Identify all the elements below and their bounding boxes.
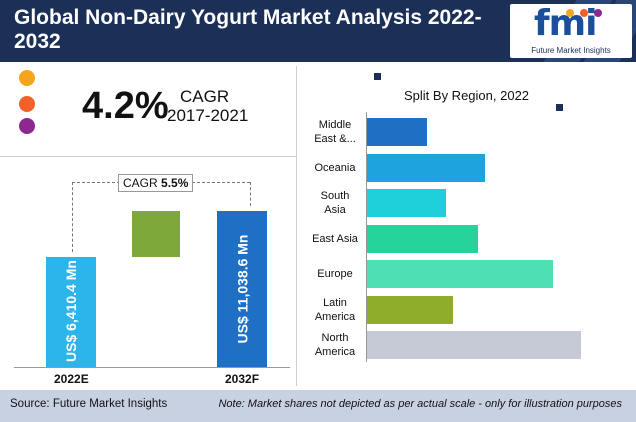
divider-vertical xyxy=(296,66,297,386)
region-label-line: Europe xyxy=(317,268,353,280)
region-label: Latin America xyxy=(304,296,366,324)
logo-tagline: Future Market Insights xyxy=(531,46,611,55)
decor-square xyxy=(556,104,563,111)
legend-dot-orange xyxy=(19,70,35,86)
forecast-cagr-box: CAGR 5.5% xyxy=(118,174,194,192)
region-label-line: Asia xyxy=(324,204,346,216)
logo-mark: fmi xyxy=(534,3,598,44)
region-bar xyxy=(367,331,581,359)
region-label: South Asia xyxy=(304,189,366,217)
region-label-line: South xyxy=(320,190,350,202)
legend-dot-red xyxy=(19,96,35,112)
region-label-line: Middle xyxy=(318,119,352,131)
cagr-value: 4.2% xyxy=(82,85,169,127)
region-label-line: Oceania xyxy=(314,161,356,174)
bar-increment xyxy=(132,211,180,257)
cagr-bracket-right xyxy=(250,182,251,206)
footer-source: Source: Future Market Insights xyxy=(10,398,168,410)
divider-horizontal xyxy=(0,156,296,157)
bar-2032: US$ 11,038.6 Mn xyxy=(217,211,267,367)
region-label-line: America xyxy=(314,346,356,358)
footer-note: Note: Market shares not depicted as per … xyxy=(218,398,622,410)
cagr-period: 2017-2021 xyxy=(167,106,249,125)
region-label: Middle East &... xyxy=(304,118,366,146)
region-bar xyxy=(367,153,485,182)
company-logo: fmi Future Market Insights xyxy=(510,4,632,58)
legend-dot-purple xyxy=(19,118,35,134)
chart-axis xyxy=(366,112,367,362)
cagr-label: CAGR xyxy=(180,87,230,106)
bar-2022: US$ 6,410.4 Mn xyxy=(46,257,96,367)
region-chart: Middle East &... Oceania South Asia East Asia… xyxy=(304,118,581,359)
region-label-line: North xyxy=(321,332,349,344)
cagr-bracket-left xyxy=(72,182,73,252)
region-label: Europe xyxy=(304,267,366,281)
region-label-line: East Asia xyxy=(312,232,358,245)
region-bar xyxy=(367,224,479,253)
region-label-line: Latin xyxy=(323,296,347,309)
chart-title: Split By Region, 2022 xyxy=(404,88,530,103)
decor-square xyxy=(374,73,381,80)
footer: Source: Future Market Insights Note: Mar… xyxy=(0,390,636,422)
forecast-baseline xyxy=(14,367,290,368)
page-title: Global Non-Dairy Yogurt Market Analysis … xyxy=(14,6,482,53)
forecast-cagr-label: CAGR xyxy=(123,176,158,190)
region-label: Oceania xyxy=(304,161,366,175)
year-2032: 2032F xyxy=(225,372,260,386)
region-bar xyxy=(367,295,453,324)
region-bar xyxy=(367,118,427,146)
region-label-line: America xyxy=(314,310,356,323)
region-label: East Asia xyxy=(304,232,366,246)
forecast-cagr-value: 5.5% xyxy=(161,176,189,190)
year-2022: 2022E xyxy=(54,372,89,386)
region-bar xyxy=(367,189,447,217)
region-label: North America xyxy=(304,331,366,359)
region-label-line: East &... xyxy=(314,133,356,145)
region-bar xyxy=(367,260,554,288)
